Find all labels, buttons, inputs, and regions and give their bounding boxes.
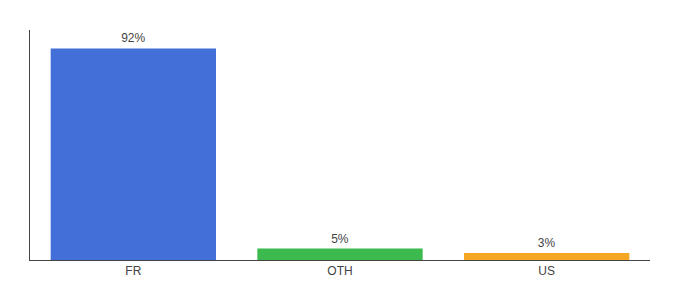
svg-text:US: US: [538, 264, 555, 278]
svg-text:OTH: OTH: [327, 264, 352, 278]
svg-text:5%: 5%: [331, 232, 349, 246]
svg-text:92%: 92%: [121, 31, 145, 45]
svg-text:3%: 3%: [538, 236, 556, 250]
svg-text:FR: FR: [125, 264, 141, 278]
